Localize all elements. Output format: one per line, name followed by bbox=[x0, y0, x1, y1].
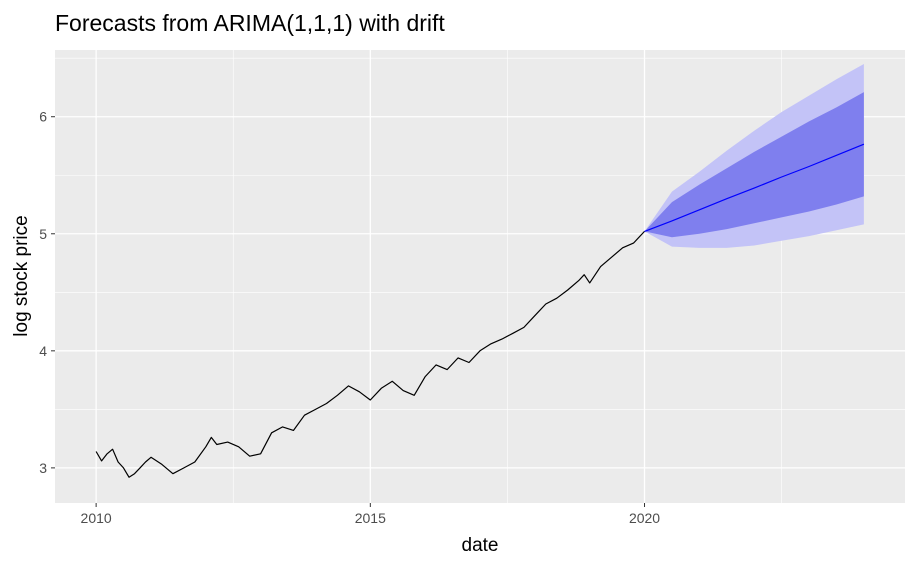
forecast-bands bbox=[644, 64, 864, 248]
x-axis-title: date bbox=[462, 535, 499, 556]
grid-major bbox=[55, 50, 905, 503]
x-tick-label-2015: 2015 bbox=[355, 510, 386, 526]
axis-ticks bbox=[51, 116, 646, 507]
history-line bbox=[95, 230, 645, 478]
axis-tick-labels: 2010 2015 2020 3 4 5 6 bbox=[39, 109, 660, 526]
y-tick-label-4: 4 bbox=[39, 343, 47, 359]
x-tick-label-2010: 2010 bbox=[81, 510, 112, 526]
band-80 bbox=[644, 92, 864, 238]
chart-title: Forecasts from ARIMA(1,1,1) with drift bbox=[55, 10, 445, 36]
y-tick-label-5: 5 bbox=[39, 226, 47, 242]
y-axis-title: log stock price bbox=[11, 215, 32, 336]
y-tick-label-3: 3 bbox=[39, 460, 47, 476]
x-tick-label-2020: 2020 bbox=[629, 510, 660, 526]
series-lines bbox=[95, 143, 865, 478]
forecast-mean-line bbox=[644, 143, 865, 232]
y-tick-label-6: 6 bbox=[39, 109, 47, 125]
